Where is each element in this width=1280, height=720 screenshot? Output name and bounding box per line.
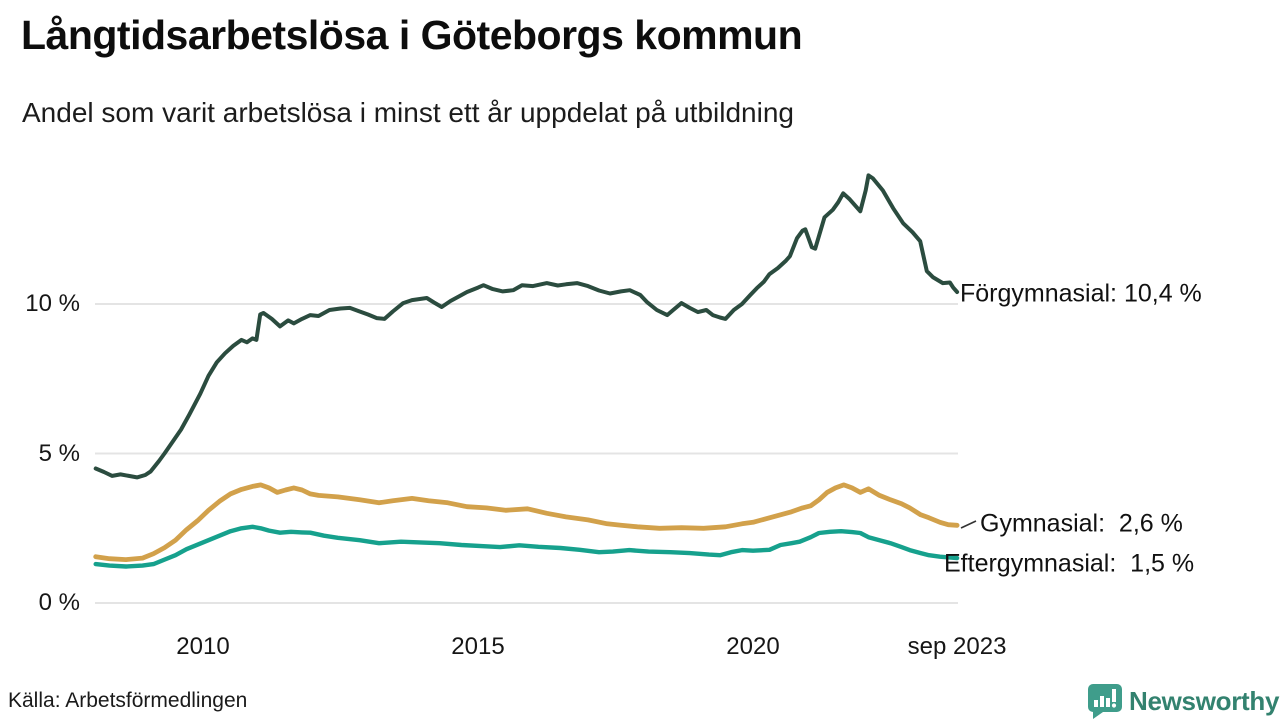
y-tick-label: 0 %	[38, 589, 80, 616]
gridlines	[95, 303, 958, 604]
series-line-gymnasial	[93, 482, 960, 562]
newsworthy-wordmark: Newsworthy	[1129, 685, 1280, 716]
x-tick-label: 2015	[451, 633, 505, 660]
series-lines	[93, 173, 960, 569]
series-line-förgymnasial	[93, 173, 960, 480]
newsworthy-speech-bubble-chart-icon	[1086, 683, 1123, 719]
series-end-label: Förgymnasial: 10,4 %	[960, 279, 1202, 308]
series-line-eftergymnasial	[93, 524, 960, 569]
series-end-label: Gymnasial: 2,6 %	[980, 509, 1183, 538]
newsworthy-logo: Newsworthy	[1086, 683, 1279, 719]
label-connector-dash	[960, 520, 977, 529]
y-tick-label: 10 %	[25, 290, 80, 317]
chart-subtitle: Andel som varit arbetslösa i minst ett å…	[22, 97, 794, 128]
x-tick-label: sep 2023	[907, 633, 1007, 660]
y-tick-label: 5 %	[38, 439, 80, 467]
source-caption: Källa: Arbetsförmedlingen	[8, 689, 248, 712]
series-end-label: Eftergymnasial: 1,5 %	[944, 549, 1195, 578]
x-tick-label: 2010	[176, 633, 230, 660]
annotation-dashes	[960, 520, 977, 529]
x-tick-label: 2020	[726, 633, 780, 660]
chart-title: Långtidsarbetslösa i Göteborgs kommun	[21, 12, 803, 58]
